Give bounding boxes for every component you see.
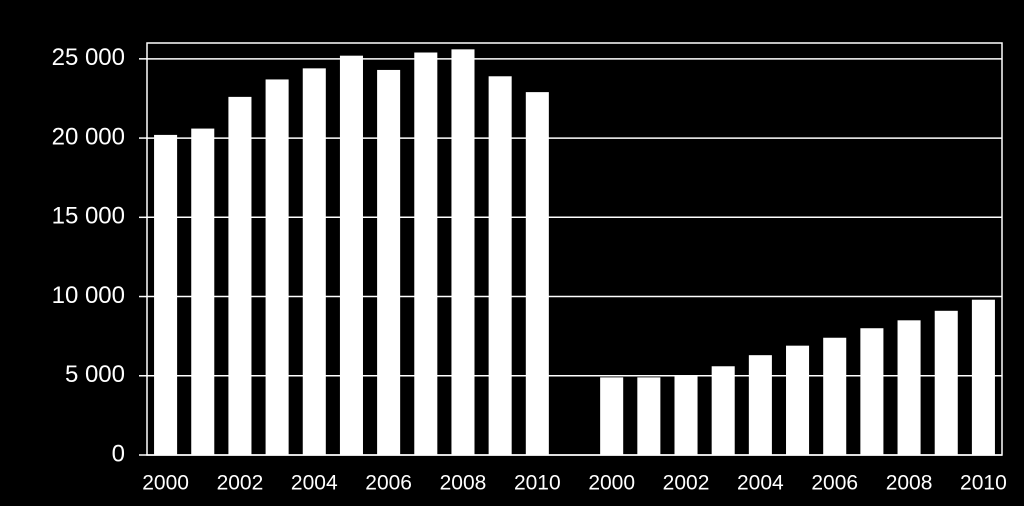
bar bbox=[302, 68, 326, 455]
bar bbox=[414, 52, 438, 455]
x-tick-label: 2004 bbox=[737, 472, 784, 495]
bar bbox=[674, 375, 698, 455]
y-tick-label: 0 bbox=[112, 440, 125, 467]
bar bbox=[191, 128, 215, 456]
y-tick-label: 20 000 bbox=[52, 123, 125, 150]
bar bbox=[637, 377, 661, 455]
bar bbox=[265, 79, 289, 455]
x-tick-label: 2000 bbox=[142, 472, 189, 495]
x-tick-label: 2010 bbox=[960, 472, 1007, 495]
bar bbox=[971, 299, 995, 455]
x-tick-label: 2004 bbox=[291, 472, 338, 495]
bar bbox=[154, 134, 178, 455]
y-tick-label: 15 000 bbox=[52, 203, 125, 230]
x-tick-label: 2002 bbox=[217, 472, 264, 495]
x-tick-label: 2010 bbox=[514, 472, 561, 495]
x-tick-label: 2002 bbox=[663, 472, 710, 495]
bar bbox=[748, 355, 772, 455]
bar bbox=[711, 366, 735, 455]
bar bbox=[860, 328, 884, 455]
bar bbox=[823, 337, 847, 455]
bar bbox=[786, 345, 810, 455]
y-tick-label: 25 000 bbox=[52, 44, 125, 71]
x-tick-label: 2008 bbox=[886, 472, 933, 495]
x-tick-label: 2006 bbox=[811, 472, 858, 495]
x-tick-label: 2000 bbox=[588, 472, 635, 495]
bar bbox=[897, 320, 921, 455]
bar bbox=[228, 96, 252, 455]
bar bbox=[525, 92, 549, 455]
bar bbox=[600, 377, 624, 455]
bar bbox=[339, 55, 363, 456]
bar bbox=[934, 310, 958, 455]
x-tick-label: 2006 bbox=[365, 472, 412, 495]
bar bbox=[488, 76, 512, 456]
y-tick-label: 10 000 bbox=[52, 282, 125, 309]
bar bbox=[377, 69, 401, 455]
y-tick-label: 5 000 bbox=[65, 361, 125, 388]
x-tick-label: 2008 bbox=[440, 472, 487, 495]
bar bbox=[451, 49, 475, 455]
